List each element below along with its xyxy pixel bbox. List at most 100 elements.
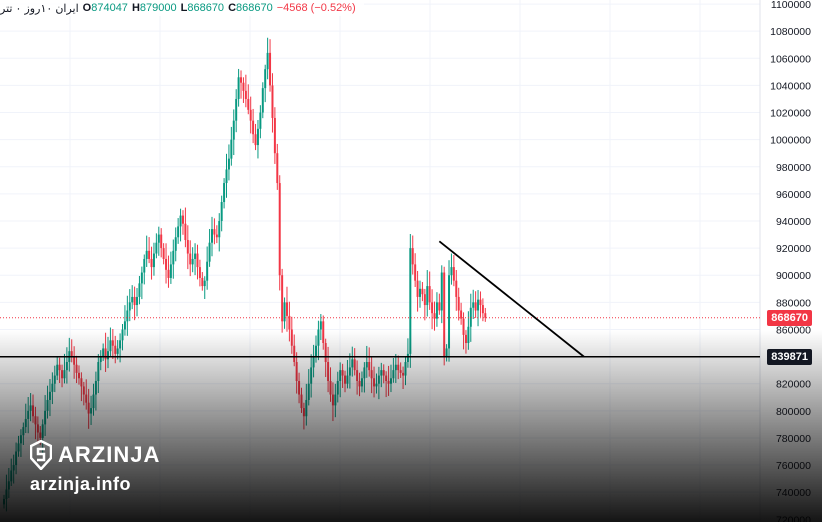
candle-body-63 [155,242,158,254]
candle-body-73 [179,215,182,227]
candle-body-177 [431,302,434,314]
candle-body-185 [450,267,453,276]
candle-body-89 [218,221,221,238]
candle-body-70 [172,250,175,265]
y-tick-label-11: 880000 [776,297,811,309]
y-tick-label-1: 1080000 [770,26,811,38]
candle-body-57 [140,272,143,284]
candle-body-87 [213,229,216,235]
candle-body-186 [452,267,455,281]
symbol-name: ایران ۱۰روز ۰ تتر [0,2,79,15]
arzinja-watermark: ARZINJA arzinja.info [30,440,160,495]
candle-body-75 [184,223,187,240]
candle-body-84 [206,261,209,281]
candle-body-66 [162,248,165,259]
candle-body-116 [283,302,286,322]
candle-body-95 [232,120,235,140]
candle-body-60 [148,250,151,259]
candle-body-107 [261,88,264,113]
candle-body-71 [174,237,177,251]
low-value: L868670 [180,2,225,14]
candle-body-92 [225,169,228,184]
candle-body-194 [472,302,475,308]
candle-body-178 [433,313,436,319]
change-value: −4568 (−0.52%) [276,2,356,14]
candle-body-175 [426,286,429,306]
current-price-tag: 868670 [767,309,812,326]
candle-body-197 [479,299,482,306]
y-tick-label-4: 1020000 [770,108,811,120]
candle-body-131 [319,321,322,330]
candle-body-51 [126,310,129,322]
candle-body-181 [440,272,443,311]
candle-body-110 [269,52,272,86]
candle-body-176 [428,286,431,303]
candle-body-67 [165,258,168,270]
y-tick-label-7: 960000 [776,189,811,201]
candle-body-58 [143,258,146,273]
candle-body-168 [409,248,412,354]
candle-body-171 [416,280,419,297]
candle-body-113 [276,153,279,184]
candle-body-105 [256,128,259,146]
arzinja-logo-icon [30,440,52,470]
candle-body-88 [215,234,218,238]
candle-body-109 [266,52,269,70]
candle-body-115 [281,275,284,322]
candle-body-118 [288,315,291,330]
candle-body-193 [469,307,472,327]
support-price-tag: 839871 [767,348,812,365]
candle-body-173 [421,288,424,295]
candle-body-96 [235,98,238,121]
candle-body-169 [411,248,414,265]
candle-body-98 [240,77,243,83]
close-value: C868670 [228,2,273,14]
candle-body-55 [136,296,139,306]
candle-body-77 [189,253,192,265]
open-value: O874047 [82,2,128,14]
candle-body-189 [460,310,463,319]
candle-body-50 [123,321,126,330]
candle-body-65 [160,234,163,249]
candle-body-61 [150,258,153,268]
candle-body-52 [128,302,131,311]
candle-body-85 [208,242,211,262]
candle-body-93 [227,158,230,170]
y-tick-label-5: 1000000 [770,135,811,147]
y-tick-label-0: 1100000 [771,0,811,11]
high-value: H879000 [131,2,177,14]
candle-body-86 [211,229,213,243]
candle-body-91 [223,183,226,203]
ohlc-legend: ایران ۱۰روز ۰ تتر O874047 H879000 L86867… [0,0,364,16]
candle-body-182 [443,272,446,357]
candle-body-195 [474,302,477,311]
y-tick-label-3: 1040000 [770,80,811,92]
candle-body-190 [462,318,465,335]
candle-body-114 [278,183,281,276]
candle-body-199 [484,313,487,318]
watermark-brand-name: ARZINJA [58,442,161,467]
candle-body-187 [455,280,458,297]
candle-body-69 [169,264,172,278]
candle-body-68 [167,269,170,278]
y-tick-label-6: 980000 [776,162,811,174]
candle-body-112 [273,117,276,154]
candle-body-117 [285,302,288,316]
candle-body-102 [249,109,252,121]
candle-body-198 [481,305,484,314]
bottom-fade-overlay [0,330,822,522]
candle-body-111 [271,85,274,118]
candle-body-179 [435,302,438,319]
candle-body-103 [252,120,255,135]
candle-body-81 [198,267,201,278]
candle-body-174 [423,294,426,306]
candle-body-170 [414,264,417,281]
candle-body-59 [145,250,148,259]
candle-body-108 [264,69,267,89]
candle-body-62 [152,253,155,268]
candle-body-101 [247,98,250,110]
candle-body-97 [237,77,240,99]
candle-body-74 [181,215,184,224]
